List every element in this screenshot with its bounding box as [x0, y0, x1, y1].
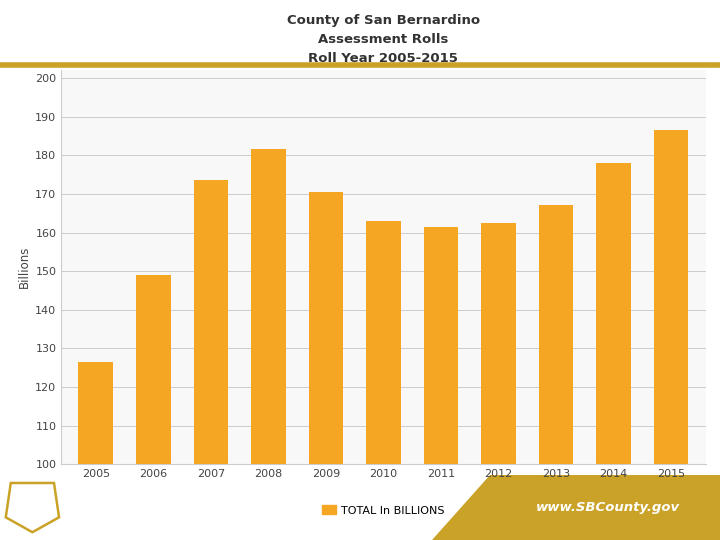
Text: SAN BERNARDINO: SAN BERNARDINO [10, 497, 55, 502]
Bar [481, 223, 516, 464]
Bar [539, 205, 573, 464]
Text: www.SBCounty.gov: www.SBCounty.gov [536, 501, 680, 514]
Bar [596, 163, 631, 464]
Bar [366, 221, 400, 464]
Bar [78, 362, 113, 464]
Bar [251, 150, 286, 464]
Polygon shape [432, 475, 720, 540]
Y-axis label: Billions: Billions [18, 246, 31, 288]
Text: Assessment Roll Historical Trends: Assessment Roll Historical Trends [16, 17, 520, 43]
Bar [194, 180, 228, 464]
Text: COUNTY: COUNTY [12, 507, 53, 515]
Text: Page 48: Page 48 [660, 24, 704, 35]
Bar [136, 275, 171, 464]
Text: Disbursements Division: Disbursements Division [104, 521, 204, 530]
Text: Auditor-Controller/Treasurer/Tax: Auditor-Controller/Treasurer/Tax [104, 488, 270, 498]
Bar [423, 227, 458, 464]
Title: County of San Bernardino
Assessment Rolls
Roll Year 2005-2015: County of San Bernardino Assessment Roll… [287, 14, 480, 65]
Text: Collector: Collector [104, 505, 151, 515]
Bar [654, 130, 688, 464]
Bar [309, 192, 343, 464]
Legend: TOTAL In BILLIONS: TOTAL In BILLIONS [318, 501, 449, 520]
